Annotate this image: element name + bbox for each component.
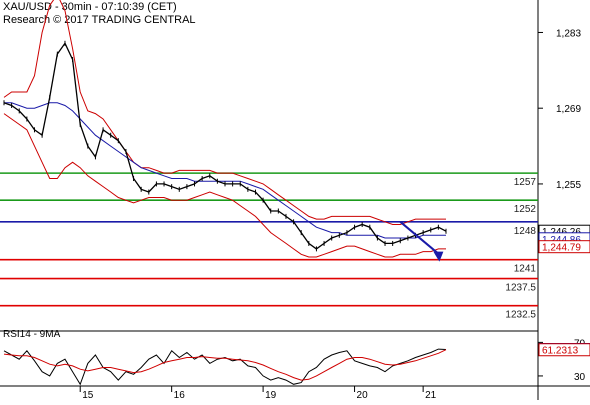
bollinger-lower-line (3, 113, 446, 258)
price-series-line (3, 42, 447, 250)
x-tick-label: 16 (174, 390, 186, 400)
price-badge-label: 1,244.79 (542, 243, 581, 254)
x-tick-label: 21 (425, 390, 437, 400)
moving-average-line (4, 102, 446, 239)
y-tick-label: 1,283 (556, 28, 581, 39)
level-label: 1257 (514, 177, 537, 188)
rsi-badge-label: 61.2313 (542, 346, 579, 357)
rsi-title: RSI14 - 9MA (3, 329, 61, 340)
level-label: 1241 (514, 264, 537, 275)
y-tick-label: 1,255 (556, 180, 581, 191)
y-tick-label: 1,269 (556, 104, 581, 115)
level-label: 1252 (514, 204, 537, 215)
rsi-series-line (3, 348, 447, 386)
chart-title: XAU/USD - 30min - 07:10:39 (CET) (3, 1, 177, 13)
level-label: 1232.5 (505, 310, 536, 321)
forecast-arrow-shaft (399, 221, 440, 255)
x-tick-label: 19 (265, 390, 277, 400)
forecast-arrow-head (433, 251, 444, 262)
x-tick-label: 20 (357, 390, 369, 400)
rsi-badge-box (538, 343, 590, 357)
rsi-ma-line (3, 349, 447, 381)
rsi-y-tick-label: 30 (574, 372, 586, 383)
level-label: 1237.5 (505, 283, 536, 294)
x-tick-label: 15 (82, 390, 94, 400)
level-label: 1248 (514, 226, 537, 237)
price-badge-box (538, 240, 590, 254)
chart-copyright: Research © 2017 TRADING CENTRAL (3, 14, 196, 26)
bollinger-upper-line (3, 0, 446, 225)
